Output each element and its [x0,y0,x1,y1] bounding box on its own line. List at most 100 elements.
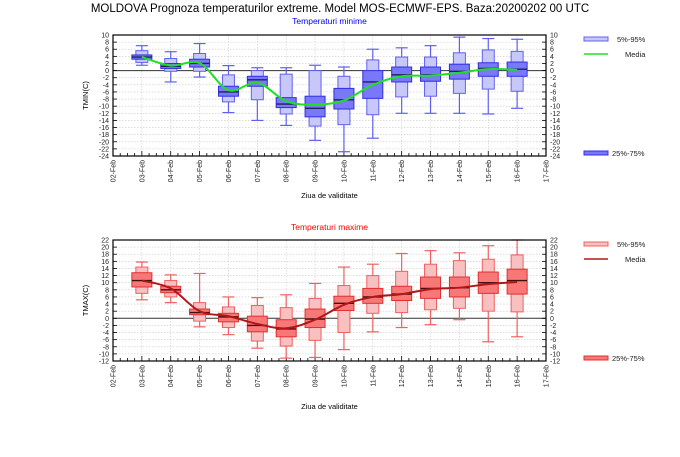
legend-label-mean: Media [625,50,646,59]
x-tick-label: 11-Feb [370,160,377,182]
chart-title: Temperaturi minime [292,16,367,26]
y-tick-label-left: -2 [103,75,109,82]
x-tick-label: 03-Feb [139,160,146,182]
box-25-75 [333,87,355,110]
y-tick-label-left: -10 [99,104,109,111]
y-tick-label-right: -18 [550,132,560,139]
x-tick-label: 03-Feb [139,365,146,387]
y-tick-label-right: -4 [550,330,556,337]
x-tick-label: 12-Feb [399,365,406,387]
y-tick-label-right: -12 [550,111,560,118]
box-25-75 [506,268,528,295]
x-tick-label: 09-Feb [313,160,320,182]
x-axis-title: Ziua de validitate [301,402,358,411]
box-25-75 [217,85,239,97]
legend-label-inner: 25%-75% [612,149,645,158]
x-tick-label: 02-Feb [111,160,118,182]
y-axis-title: TMIN(C) [81,81,90,110]
box-25-75 [275,97,297,109]
y-tick-label-right: 6 [550,47,554,54]
x-tick-label: 13-Feb [428,160,435,182]
y-tick-label-right: -20 [550,139,560,146]
y-tick-label-right: 4 [550,302,554,309]
box-25-75 [217,312,239,323]
y-tick-label-right: 10 [550,33,558,40]
x-tick-label: 10-Feb [341,365,348,387]
legend-label-inner: 25%-75% [612,354,645,363]
y-tick-label-left: -6 [103,89,109,96]
y-tick-label-right: 22 [550,238,558,245]
y-tick-label-left: -22 [99,146,109,153]
legend-label-outer: 5%-95% [617,240,646,249]
y-tick-label-left: 14 [101,266,109,273]
y-tick-label-right: -6 [550,337,556,344]
y-tick-label-right: 16 [550,259,558,266]
plot-frame [112,34,547,157]
x-tick-label: 10-Feb [341,160,348,182]
y-tick-label-right: -22 [550,146,560,153]
y-tick-label-left: 4 [105,302,109,309]
y-tick-label-left: -2 [103,323,109,330]
box-25-75 [131,272,153,288]
y-tick-label-right: -14 [550,118,560,125]
x-tick-label: 17-Feb [544,365,551,387]
tmax-panel: Temperaturi maxime-12 -12-10 -10-8 -8-6 -6-4… [81,222,646,411]
box-25-75 [304,308,326,329]
y-tick-label-left: -8 [103,344,109,351]
mean-line [141,279,518,330]
y-tick-label-right: 0 [550,68,554,75]
x-tick-label: 02-Feb [111,365,118,387]
y-tick-label-right: 2 [550,309,554,316]
y-tick-label-left: 10 [101,33,109,40]
y-tick-label-right: -10 [550,351,560,358]
x-tick-label: 13-Feb [428,365,435,387]
y-tick-label-right: 2 [550,61,554,68]
x-tick-label: 05-Feb [197,365,204,387]
legend-swatch-inner [583,150,609,156]
y-tick-label-right: 14 [550,266,558,273]
x-tick-label: 16-Feb [515,365,522,387]
y-tick-label-left: 6 [105,294,109,301]
y-tick-label-right: 20 [550,245,558,252]
legend-swatch-outer [583,241,609,247]
y-tick-label-left: 20 [101,245,109,252]
x-tick-label: 15-Feb [486,160,493,182]
y-tick-label-left: -6 [103,337,109,344]
y-tick-label-left: 2 [105,309,109,316]
x-tick-label: 04-Feb [168,160,175,182]
y-tick-label-right: -12 [550,359,560,366]
y-tick-label-left: -12 [99,111,109,118]
y-tick-label-right: -10 [550,104,560,111]
x-tick-label: 07-Feb [255,365,262,387]
legend-label-mean: Media [625,255,646,264]
y-tick-label-left: -14 [99,118,109,125]
y-tick-label-left: -10 [99,351,109,358]
y-tick-label-right: -16 [550,125,560,132]
x-tick-label: 11-Feb [370,365,377,387]
x-tick-label: 04-Feb [168,365,175,387]
x-tick-label: 06-Feb [226,365,233,387]
main-title: MOLDOVA Prognoza temperaturilor extreme.… [90,3,590,15]
x-axis-title: Ziua de validitate [301,191,358,200]
y-axis-title: TMAX(C) [81,284,90,316]
x-tick-label: 08-Feb [284,160,291,182]
x-tick-label: 15-Feb [486,365,493,387]
y-tick-label-left: -24 [99,154,109,161]
y-tick-label-right: 18 [550,252,558,259]
y-tick-label-right: -4 [550,82,556,89]
y-tick-label-left: -18 [99,132,109,139]
y-tick-label-left: -16 [99,125,109,132]
y-tick-label-right: 8 [550,287,554,294]
y-tick-label-left: -4 [103,330,109,337]
y-tick-label-right: 0 [550,316,554,323]
y-tick-label-left: -8 [103,97,109,104]
box-25-75 [246,75,268,87]
y-tick-label-left: 16 [101,259,109,266]
y-tick-label-left: 22 [101,238,109,245]
x-tick-label: 16-Feb [515,160,522,182]
y-tick-label-left: 0 [105,316,109,323]
x-tick-label: 08-Feb [284,365,291,387]
y-tick-label-right: -24 [550,154,560,161]
y-tick-label-left: 10 [101,280,109,287]
